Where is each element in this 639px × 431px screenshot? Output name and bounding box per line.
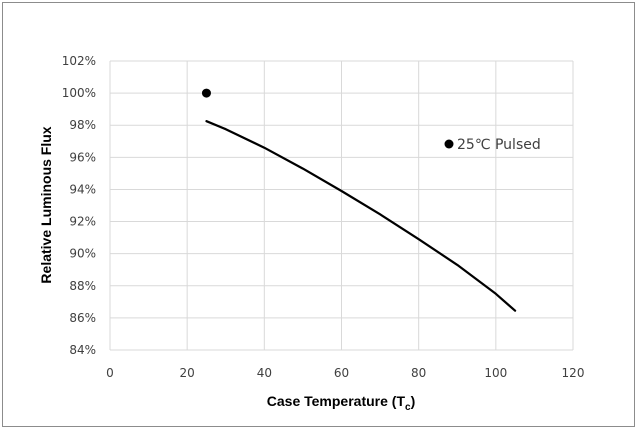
x-tick-label: 40: [257, 366, 272, 380]
series-layer: [201, 88, 517, 312]
series-line: [205, 120, 517, 312]
y-tick-label: 86%: [69, 311, 96, 325]
x-tick-label: 80: [411, 366, 426, 380]
y-tick-label: 94%: [69, 182, 96, 196]
x-axis-label-main: Case Temperature (T: [267, 393, 406, 409]
x-tick-label: 0: [106, 366, 114, 380]
x-tick-labels: 0 20 40 60 80 100 120: [106, 366, 584, 380]
y-tick-labels: 84% 86% 88% 90% 92% 94% 96% 98% 100% 102%: [62, 54, 96, 357]
y-tick-label: 96%: [69, 150, 96, 164]
y-tick-label: 84%: [69, 343, 96, 357]
y-tick-label: 90%: [69, 247, 96, 261]
scatter-point: [201, 88, 211, 98]
y-axis-label: Relative Luminous Flux: [38, 126, 54, 283]
chart-frame: [2, 2, 635, 427]
y-tick-label: 102%: [62, 54, 96, 68]
x-axis-label-suffix: ): [411, 393, 416, 409]
gridlines: [109, 60, 574, 351]
y-tick-label: 88%: [69, 279, 96, 293]
x-tick-label: 100: [484, 366, 507, 380]
y-tick-label: 100%: [62, 86, 96, 100]
legend: 25℃ Pulsed: [444, 137, 541, 153]
x-tick-label: 60: [334, 366, 349, 380]
x-tick-label: 20: [180, 366, 195, 380]
legend-marker: [444, 139, 454, 149]
y-tick-label: 92%: [69, 215, 96, 229]
x-axis-label: Case Temperature (Tc): [267, 393, 415, 413]
legend-label: 25℃ Pulsed: [457, 137, 541, 153]
y-tick-label: 98%: [69, 118, 96, 132]
x-tick-label: 120: [562, 366, 585, 380]
x-axis-label-subscript: c: [405, 402, 411, 413]
